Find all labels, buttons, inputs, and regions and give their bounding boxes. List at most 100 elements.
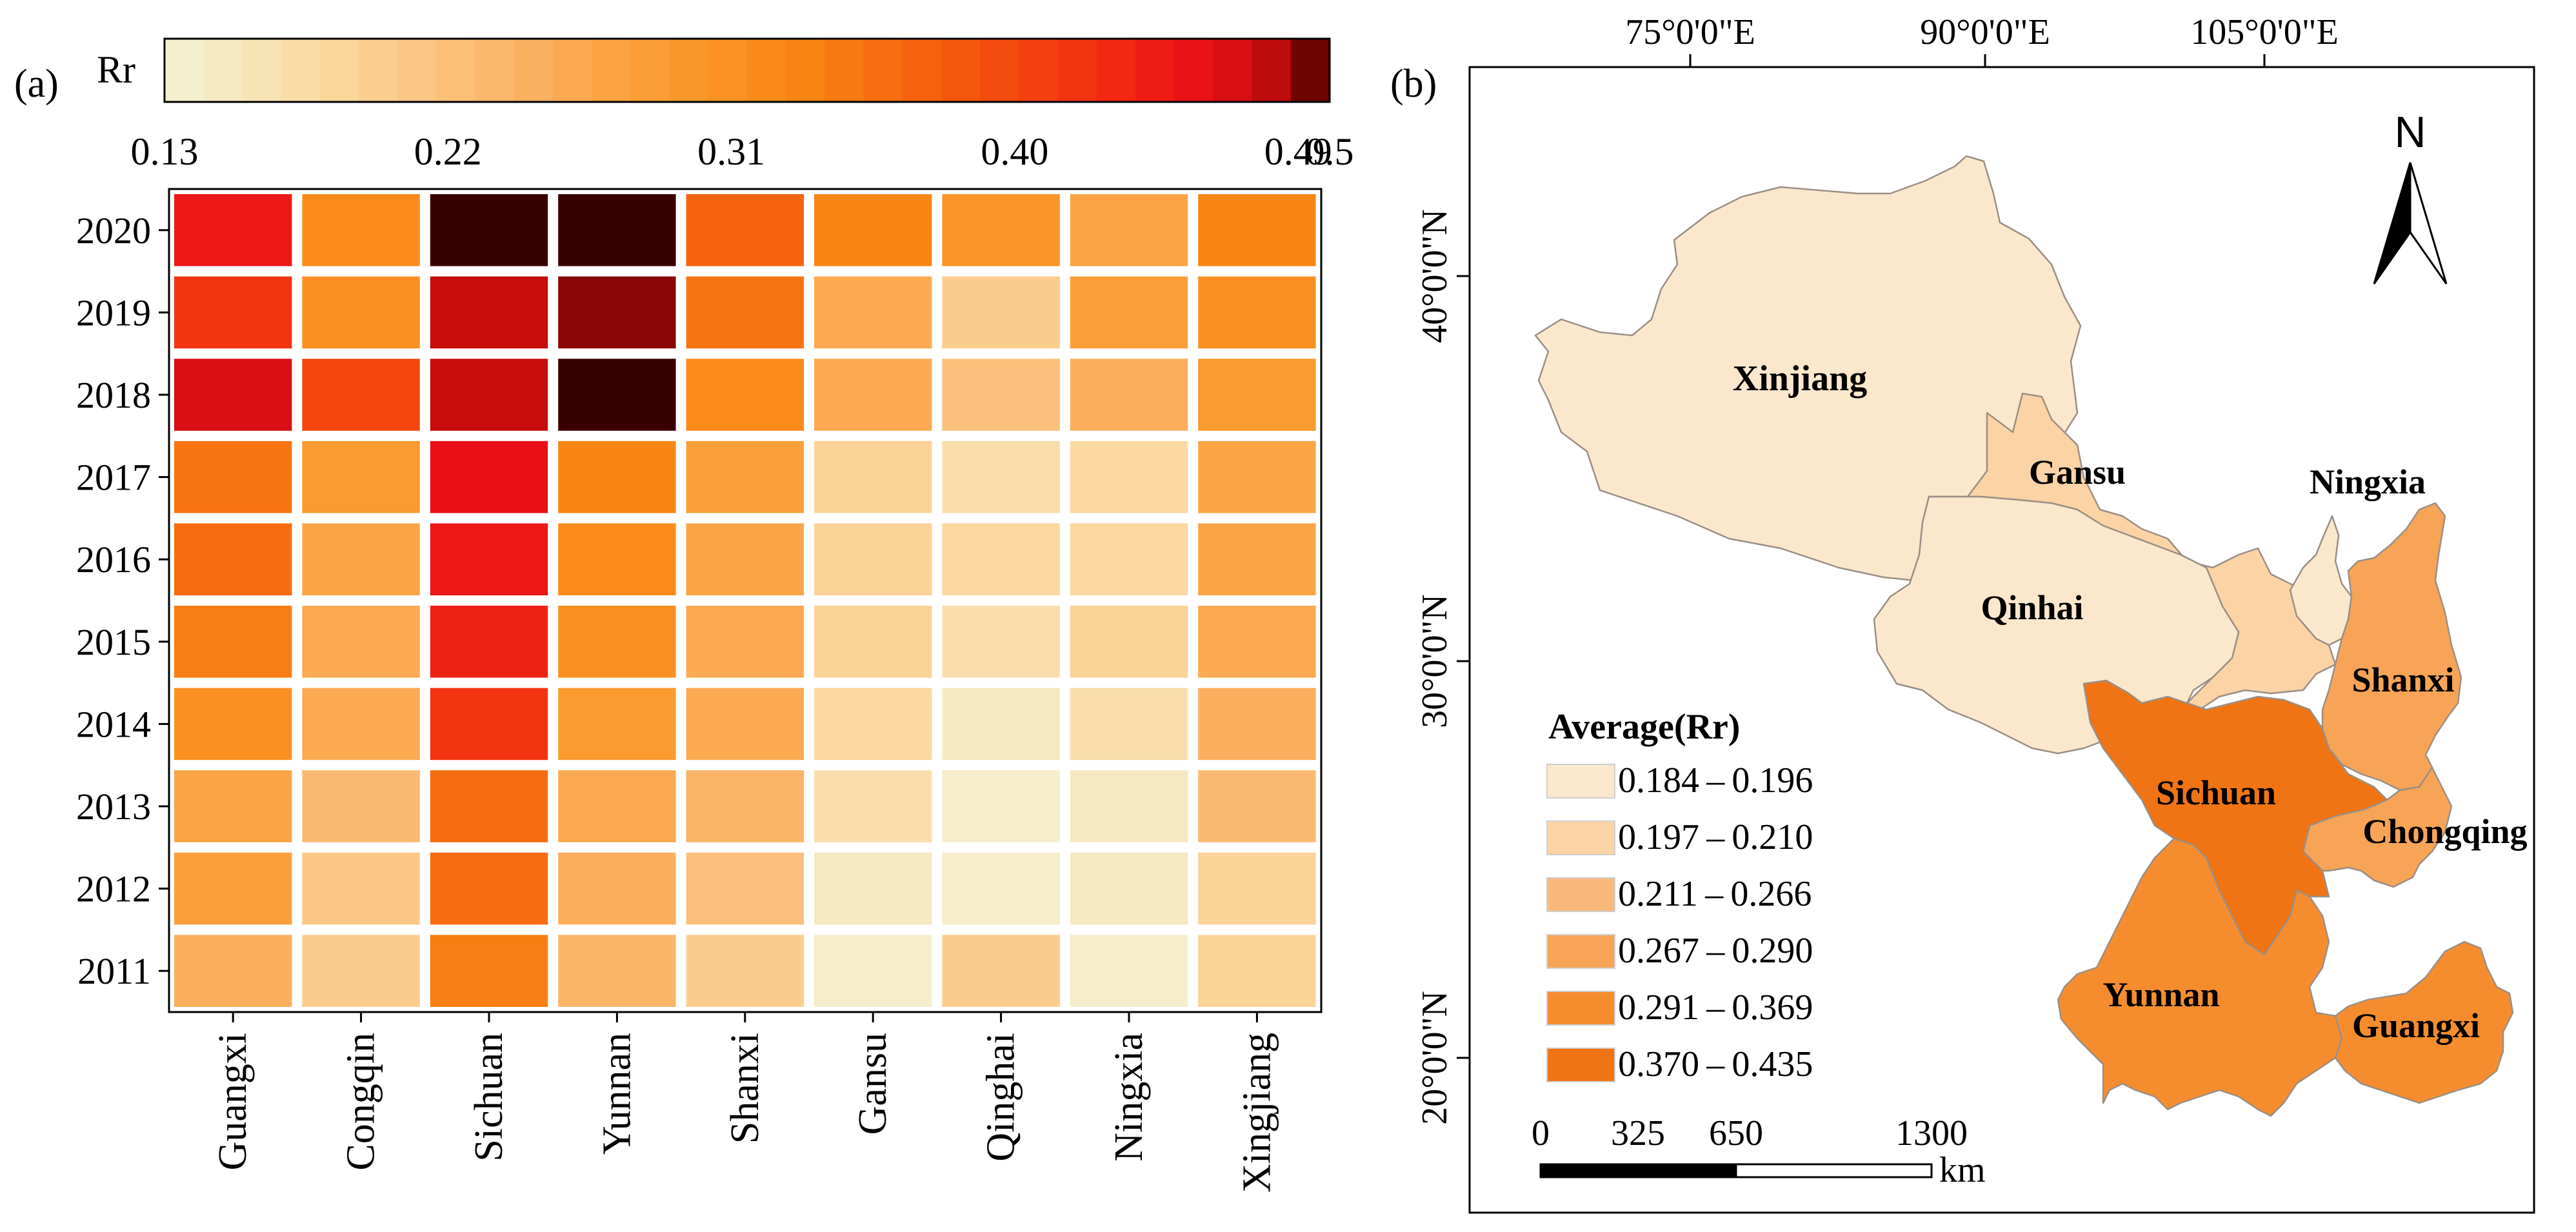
heatmap-cell xyxy=(174,606,292,678)
colorbar-step xyxy=(281,39,321,102)
heatmap-cell xyxy=(814,194,932,266)
heatmap-cell xyxy=(942,852,1060,925)
colorbar-step xyxy=(863,39,903,102)
region-qinghai xyxy=(1873,495,2240,755)
colorbar-frame xyxy=(163,37,1331,103)
region-labels: Xinjiang Gansu Qinhai Ningxia Shanxi Sic… xyxy=(1733,359,2528,1045)
heatmap-cell xyxy=(174,359,292,431)
colorbar-tick-label: 0.49 xyxy=(1264,130,1332,173)
scale-bar-light xyxy=(1735,1163,1933,1178)
heatmap-cell xyxy=(686,935,804,1007)
column-label: Guangxi xyxy=(211,1033,255,1171)
heatmap-cell xyxy=(174,935,292,1007)
heatmap-cell xyxy=(430,606,548,678)
colorbar-step xyxy=(669,39,709,102)
heatmap-cell xyxy=(1198,770,1316,842)
colorbar-step xyxy=(592,39,632,102)
colorbar-step xyxy=(203,39,243,102)
colorbar-step xyxy=(747,39,786,102)
colorbar-tick-label: 0.22 xyxy=(414,130,482,173)
heatmap-cell xyxy=(558,935,676,1007)
heatmap-cell xyxy=(558,523,676,595)
heatmap-cell xyxy=(686,770,804,842)
scale-tick-label: 325 xyxy=(1611,1113,1665,1153)
heatmap-cell xyxy=(1198,441,1316,513)
column-label: Gansu xyxy=(851,1033,895,1135)
heatmap-cell xyxy=(1070,606,1188,678)
colorbar-step xyxy=(1057,39,1097,102)
lon-label-90e: 90°0'0"E xyxy=(1920,12,2050,52)
colorbar-tick-label: 0.5 xyxy=(1306,130,1354,173)
colorbar-steps xyxy=(165,39,1330,102)
row-label: 2011 xyxy=(77,950,151,992)
heatmap-cell xyxy=(1198,852,1316,925)
region-chongqing xyxy=(2302,766,2453,888)
colorbar-tick-label: 0.40 xyxy=(981,130,1048,173)
heatmap-row-labels: 2020 2019 2018 2017 2016 2015 2014 2013 2012 2011 xyxy=(76,210,169,992)
colorbar-step xyxy=(1213,39,1253,102)
lon-label-105e: 105°0'0"E xyxy=(2190,12,2339,52)
colorbar-step xyxy=(1019,39,1059,102)
scale-bar: 0 325 650 1300 km xyxy=(1532,1113,1986,1190)
label-yunnan: Yunnan xyxy=(2102,975,2219,1014)
label-guangxi: Guangxi xyxy=(2352,1006,2480,1045)
legend-label: 0.211 – 0.266 xyxy=(1618,874,1812,914)
heatmap-cell xyxy=(686,523,804,595)
colorbar-step xyxy=(824,39,864,102)
heatmap-cell xyxy=(942,359,1060,431)
legend-swatch xyxy=(1546,877,1615,912)
heatmap-cell xyxy=(174,688,292,760)
colorbar-step xyxy=(630,39,670,102)
lat-label-20n: 20°0'0"N xyxy=(1415,991,1455,1125)
heatmap-cell xyxy=(1070,688,1188,760)
colorbar-step xyxy=(553,39,592,102)
panel-a-label: (a) xyxy=(14,62,59,106)
heatmap-cell xyxy=(814,935,932,1007)
colorbar-step xyxy=(514,39,554,102)
label-gansu: Gansu xyxy=(2029,453,2126,492)
region-guangxi xyxy=(2334,940,2514,1104)
heatmap-cell xyxy=(686,852,804,925)
heatmap-cell xyxy=(558,852,676,925)
region-shanxi xyxy=(2321,502,2462,791)
colorbar-step xyxy=(1252,39,1292,102)
row-label: 2020 xyxy=(76,210,151,252)
label-chongqing: Chongqing xyxy=(2362,812,2527,851)
panel-b: (b) 75°0'0"E 90°0'0"E 105°0'0"E 40°0'0"N… xyxy=(1390,12,2535,1214)
heatmap-cell xyxy=(174,441,292,513)
colorbar: Rr 0.13 0.22 0.31 0.40 0.490.5 xyxy=(97,37,1354,173)
heatmap-cell xyxy=(302,359,420,431)
heatmap-cell xyxy=(558,194,676,266)
heatmap-cell xyxy=(1198,194,1316,266)
heatmap-cell xyxy=(302,523,420,595)
legend-label: 0.267 – 0.290 xyxy=(1618,931,1813,971)
heatmap-cell xyxy=(1198,688,1316,760)
colorbar-step xyxy=(165,39,204,102)
heatmap-cell xyxy=(1070,935,1188,1007)
row-label: 2018 xyxy=(76,374,151,416)
heatmap-cell xyxy=(430,688,548,760)
heatmap-cell xyxy=(942,276,1060,349)
heatmap-cell xyxy=(814,852,932,925)
heatmap-cell xyxy=(942,606,1060,678)
heatmap-cell xyxy=(686,194,804,266)
heatmap-cell xyxy=(302,441,420,513)
row-label: 2016 xyxy=(76,539,151,581)
label-xinjiang: Xinjiang xyxy=(1733,359,1868,399)
lat-label-40n: 40°0'0"N xyxy=(1415,209,1455,343)
heatmap-cell xyxy=(430,276,548,349)
map-graticule: 75°0'0"E 90°0'0"E 105°0'0"E 40°0'0"N 30°… xyxy=(1415,12,2339,1125)
north-arrow: N xyxy=(2373,108,2448,284)
row-label: 2013 xyxy=(76,786,151,828)
column-label: Ningxia xyxy=(1107,1033,1151,1162)
heatmap-cell xyxy=(942,441,1060,513)
heatmap-cell xyxy=(430,935,548,1007)
heatmap-cell xyxy=(302,770,420,842)
row-label: 2014 xyxy=(76,703,151,745)
heatmap-cell xyxy=(174,276,292,349)
colorbar-step xyxy=(475,39,515,102)
colorbar-step xyxy=(242,39,282,102)
heatmap-cell xyxy=(686,441,804,513)
heatmap-cell xyxy=(558,276,676,349)
